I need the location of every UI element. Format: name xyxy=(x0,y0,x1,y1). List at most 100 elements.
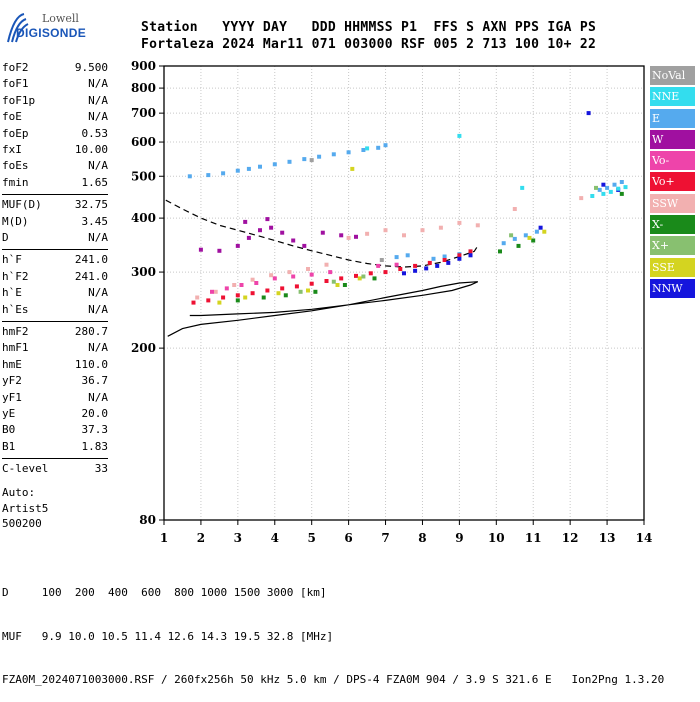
parameter-name: yE xyxy=(2,407,16,420)
parameter-name: foEp xyxy=(2,126,29,140)
echo-point-nnw xyxy=(538,225,543,230)
x-tick-label: 7 xyxy=(381,531,389,545)
y-tick-label: 300 xyxy=(131,265,156,279)
parameter-row: D N/A xyxy=(2,230,108,246)
header-field-values: Fortaleza 2024 Mar11 071 003000 RSF 005 … xyxy=(141,37,597,52)
legend-item-nnw: NNW xyxy=(650,278,695,298)
footer-file-info: FZA0M_2024071003000.RSF / 260fx256h 50 k… xyxy=(2,673,665,686)
parameter-row: foEp 0.53 xyxy=(2,126,108,142)
echo-point-vo- xyxy=(224,286,229,291)
echo-point-nne xyxy=(601,191,606,196)
echo-point-e xyxy=(361,148,366,152)
x-tick-label: 13 xyxy=(599,531,616,545)
legend-item-noval: NoVal xyxy=(650,66,695,85)
x-tick-label: 2 xyxy=(197,531,205,545)
echo-point-w xyxy=(302,243,307,248)
echo-point-w xyxy=(243,219,248,224)
y-tick-label: 400 xyxy=(131,211,156,225)
parameter-row: foE N/A xyxy=(2,109,108,125)
echo-point-ssw xyxy=(579,196,584,201)
echo-point-e xyxy=(272,162,277,167)
echo-point-ssw xyxy=(475,223,480,228)
echo-point-e xyxy=(221,171,226,176)
echo-point-vo- xyxy=(309,281,314,286)
echo-point-e xyxy=(187,174,192,179)
parameter-row: h`F 241.0 xyxy=(2,252,108,268)
echo-point-w xyxy=(280,230,285,235)
echo-point-vo- xyxy=(191,300,196,305)
echo-point-e xyxy=(317,154,322,159)
y-tick-label: 200 xyxy=(131,341,156,355)
echo-point-vo- xyxy=(376,263,381,268)
virtual-height-trace xyxy=(165,199,479,268)
echo-point-vo- xyxy=(368,271,373,276)
parameter-separator xyxy=(2,458,108,460)
parameter-name: yF2 xyxy=(2,374,22,388)
echo-point-e xyxy=(597,187,602,192)
echo-point-vo- xyxy=(291,274,296,279)
y-tick-label: 600 xyxy=(131,135,156,149)
ionogram-footer: D 100 200 400 600 800 1000 1500 3000 [km… xyxy=(2,557,664,702)
echo-point-ssw xyxy=(402,233,406,238)
parameter-row: C-level 33 xyxy=(2,461,108,477)
parameter-value: 37.3 xyxy=(81,423,109,437)
x-tick-label: 8 xyxy=(418,531,426,545)
echo-point-vo- xyxy=(339,276,344,281)
parameter-value: 20.0 xyxy=(81,407,109,420)
parameter-name: foF1p xyxy=(2,93,36,107)
echo-point-vo- xyxy=(309,272,314,277)
echo-point-w xyxy=(198,247,203,252)
echo-point-x- xyxy=(594,185,598,190)
echo-point-x- xyxy=(509,233,514,238)
parameter-value: N/A xyxy=(88,110,108,124)
echo-point-ssw xyxy=(420,228,425,233)
echo-point-nne xyxy=(623,185,628,190)
y-tick-label: 900 xyxy=(131,59,156,73)
parameter-row: fxI 10.00 xyxy=(2,142,108,158)
parameter-row: MUF(D) 32.75 xyxy=(2,197,108,213)
echo-point-w xyxy=(235,243,240,248)
echo-point-e xyxy=(206,173,211,178)
parameter-name: h`Es xyxy=(2,302,29,316)
echo-point-ssw xyxy=(232,283,237,287)
parameter-name: C-level xyxy=(2,462,49,476)
echo-point-e xyxy=(346,150,351,155)
echo-point-vo- xyxy=(294,284,299,289)
echo-point-ssw xyxy=(306,267,310,271)
y-tick-label: 500 xyxy=(131,169,156,183)
echo-point-x- xyxy=(313,289,318,294)
x-tick-label: 10 xyxy=(488,531,505,545)
echo-point-vo- xyxy=(221,295,226,300)
echo-point-ssw xyxy=(269,273,274,278)
echo-point-noval xyxy=(309,158,314,163)
echo-point-nnw xyxy=(601,182,606,187)
parameter-name: hmF2 xyxy=(2,325,29,338)
parameter-value: 3.45 xyxy=(81,214,109,228)
parameter-value: 280.7 xyxy=(74,325,108,338)
parameter-name: h`F xyxy=(2,253,22,267)
parameter-name: B0 xyxy=(2,423,16,437)
echo-point-x- xyxy=(498,249,502,254)
plot-frame xyxy=(163,65,645,521)
parameter-value: 10.00 xyxy=(74,143,108,156)
echo-point-x- xyxy=(235,298,240,303)
x-tick-label: 3 xyxy=(234,531,242,545)
echo-point-w xyxy=(339,233,344,238)
echo-point-ssw xyxy=(324,262,329,267)
parameter-value: 241.0 xyxy=(74,253,108,267)
echo-point-nnw xyxy=(424,266,429,271)
echo-point-e xyxy=(235,168,240,173)
parameter-value: N/A xyxy=(88,231,108,244)
echo-point-sse xyxy=(243,295,248,300)
echo-point-w xyxy=(217,248,222,253)
parameter-name: M(D) xyxy=(2,214,29,228)
x-tick-label: 5 xyxy=(308,531,316,545)
echo-point-x- xyxy=(283,293,288,298)
parameter-name: foF2 xyxy=(2,61,29,74)
legend-item-vo-: Vo+ xyxy=(650,172,695,192)
parameter-value: 9.500 xyxy=(74,61,108,74)
parameter-name: foF1 xyxy=(2,77,29,91)
echo-point-vo- xyxy=(398,267,403,271)
logo-product: DIGISONDE xyxy=(16,26,87,40)
echo-point-nne xyxy=(590,194,595,198)
